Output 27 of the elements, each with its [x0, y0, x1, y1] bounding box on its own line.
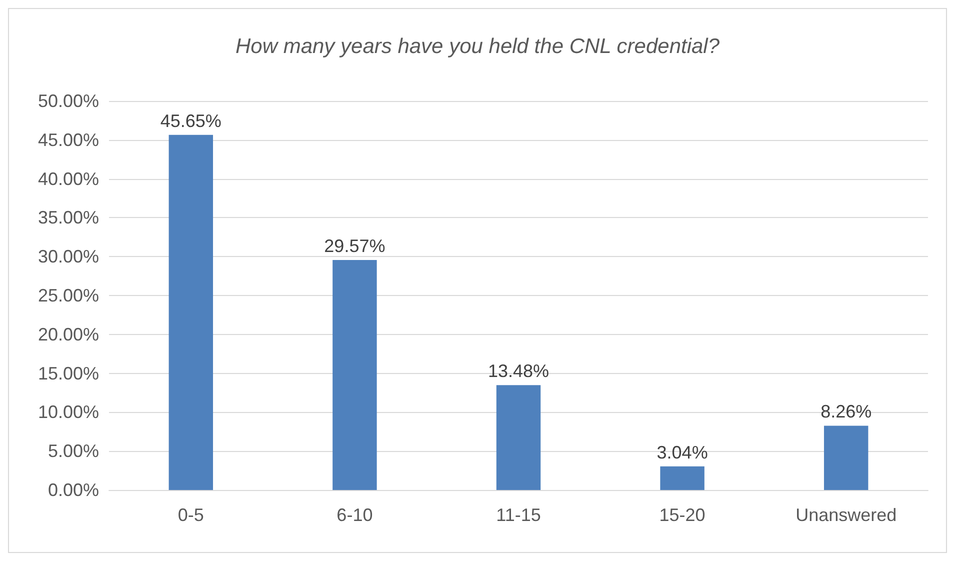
bar: [824, 426, 868, 490]
x-tick-label: 15-20: [659, 505, 706, 525]
y-tick-label: 30.00%: [38, 246, 99, 267]
y-tick-label: 45.00%: [38, 130, 99, 150]
y-tick-label: 5.00%: [48, 441, 99, 462]
y-tick-label: 0.00%: [48, 480, 99, 500]
x-tick-label: 6-10: [336, 505, 373, 525]
data-label: 13.48%: [488, 361, 550, 382]
y-tick-label: 40.00%: [38, 168, 99, 189]
y-tick-label: 35.00%: [38, 208, 99, 228]
data-label: 3.04%: [656, 442, 708, 462]
bar: [496, 385, 541, 490]
bar: [168, 134, 214, 490]
bar: [660, 466, 704, 490]
x-tick-label: Unanswered: [796, 505, 897, 525]
y-tick-label: 25.00%: [38, 286, 99, 306]
data-label: 29.57%: [324, 236, 386, 256]
data-label: 45.65%: [160, 110, 222, 131]
y-tick-label: 15.00%: [38, 363, 99, 384]
x-tick-label: 11-15: [496, 505, 541, 525]
x-tick-label: 0-5: [178, 505, 204, 525]
data-label: 8.26%: [820, 402, 872, 422]
chart-title: How many years have you held the CNL credential?: [235, 35, 720, 58]
y-tick-label: 10.00%: [38, 402, 99, 422]
bar: [332, 260, 377, 490]
y-tick-label: 20.00%: [38, 324, 99, 344]
y-tick-label: 50.00%: [38, 91, 99, 111]
